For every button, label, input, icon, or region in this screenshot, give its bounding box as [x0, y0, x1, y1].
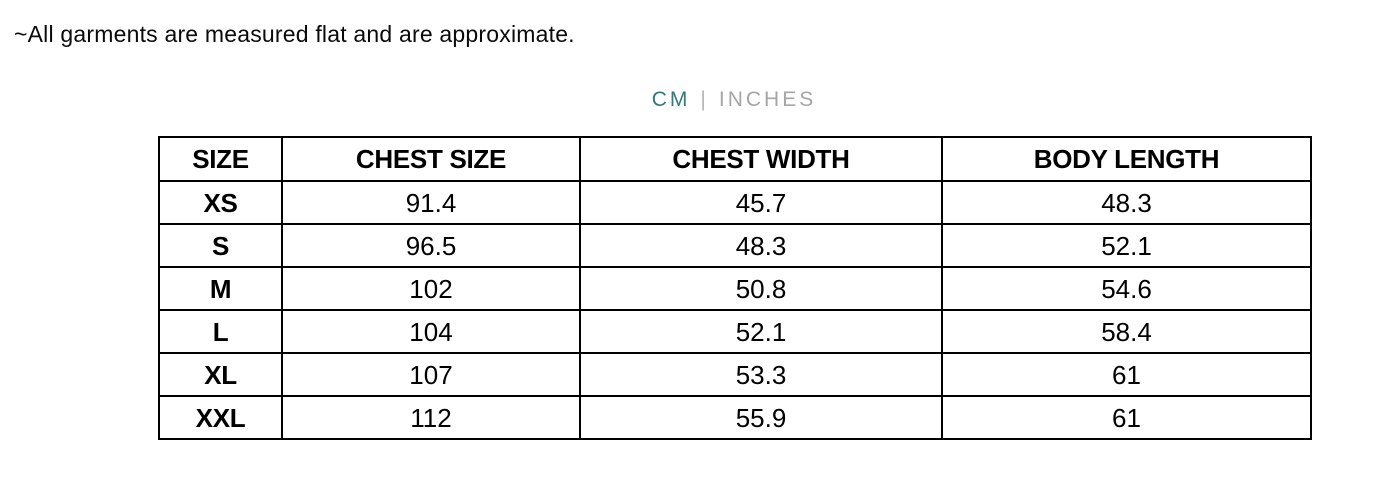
cell-chest-width: 55.9	[579, 395, 943, 440]
cell-chest-size: 107	[281, 352, 581, 397]
cell-chest-width: 53.3	[579, 352, 943, 397]
unit-inches-button[interactable]: INCHES	[718, 88, 817, 111]
unit-cm-button[interactable]: CM	[651, 88, 691, 111]
cell-chest-width: 45.7	[579, 180, 943, 225]
cell-body-length: 54.6	[941, 266, 1312, 311]
table-row-s: S 96.5 48.3 52.1	[158, 223, 1312, 268]
cell-size: XXL	[158, 395, 283, 440]
table-row-l: L 104 52.1 58.4	[158, 309, 1312, 354]
table-row-xs: XS 91.4 45.7 48.3	[158, 180, 1312, 225]
header-chest-width: CHEST WIDTH	[579, 136, 943, 182]
cell-size: XL	[158, 352, 283, 397]
size-chart-table: SIZE CHEST SIZE CHEST WIDTH BODY LENGTH …	[158, 136, 1312, 440]
cell-body-length: 61	[941, 395, 1312, 440]
cell-chest-size: 96.5	[281, 223, 581, 268]
cell-chest-size: 112	[281, 395, 581, 440]
measurement-note: ~All garments are measured flat and are …	[14, 21, 575, 47]
header-row: SIZE CHEST SIZE CHEST WIDTH BODY LENGTH	[158, 136, 1312, 182]
cell-body-length: 52.1	[941, 223, 1312, 268]
unit-toggle: CM | INCHES	[158, 88, 1310, 112]
cell-chest-size: 102	[281, 266, 581, 311]
header-size: SIZE	[158, 136, 283, 182]
cell-size: L	[158, 309, 283, 354]
cell-body-length: 58.4	[941, 309, 1312, 354]
header-chest-size: CHEST SIZE	[281, 136, 581, 182]
cell-chest-width: 52.1	[579, 309, 943, 354]
unit-separator: |	[700, 88, 709, 111]
cell-size: S	[158, 223, 283, 268]
header-body-length: BODY LENGTH	[941, 136, 1312, 182]
table-row-m: M 102 50.8 54.6	[158, 266, 1312, 311]
cell-chest-size: 104	[281, 309, 581, 354]
table-row-xl: XL 107 53.3 61	[158, 352, 1312, 397]
cell-size: XS	[158, 180, 283, 225]
cell-body-length: 48.3	[941, 180, 1312, 225]
cell-chest-width: 50.8	[579, 266, 943, 311]
cell-chest-size: 91.4	[281, 180, 581, 225]
cell-body-length: 61	[941, 352, 1312, 397]
cell-size: M	[158, 266, 283, 311]
table-row-xxl: XXL 112 55.9 61	[158, 395, 1312, 440]
cell-chest-width: 48.3	[579, 223, 943, 268]
